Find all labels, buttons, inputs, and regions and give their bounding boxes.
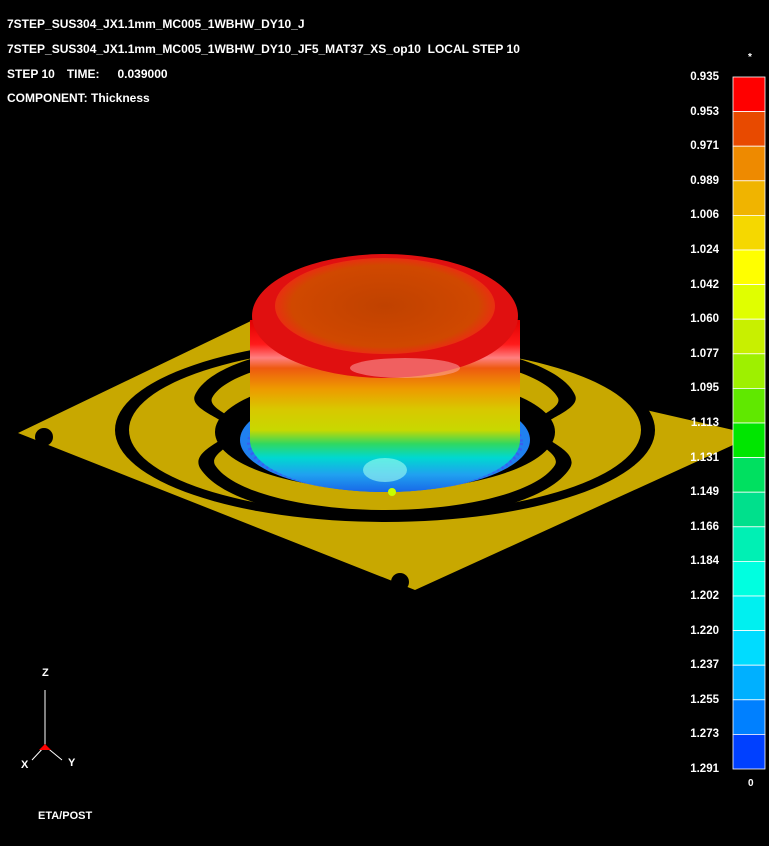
legend-value: 1.291 xyxy=(690,763,719,775)
y-axis-label: Y xyxy=(68,757,76,769)
legend-value: 1.202 xyxy=(690,590,719,602)
legend-band xyxy=(732,145,766,182)
legend-value: 0.953 xyxy=(690,105,719,118)
legend-band xyxy=(732,457,766,493)
legend-band xyxy=(732,111,766,147)
legend-band xyxy=(732,284,766,320)
legend-value: 1.024 xyxy=(690,244,719,256)
legend-band xyxy=(732,664,766,701)
legend-band xyxy=(732,561,766,597)
legend-band xyxy=(732,422,766,458)
legend-band xyxy=(732,318,766,355)
step-label: STEP 10 xyxy=(7,67,55,81)
z-axis-label: Z xyxy=(42,667,49,679)
model-title: 7STEP_SUS304_JX1.1mm_MC005_1WBHW_DY10_J xyxy=(7,17,305,31)
legend-band xyxy=(732,526,766,562)
legend-value: 1.273 xyxy=(690,728,719,741)
component-label: COMPONENT: Thickness xyxy=(7,91,150,105)
legend-value: 1.255 xyxy=(690,693,719,706)
legend-value: 1.220 xyxy=(690,624,719,637)
legend-band xyxy=(732,734,766,770)
legend-value: 1.149 xyxy=(690,486,719,499)
legend-value: 1.095 xyxy=(690,382,719,395)
legend-bottom-marker: 0 xyxy=(748,778,754,789)
legend-value: 1.006 xyxy=(690,209,719,222)
footer-label: ETA/POST xyxy=(38,810,93,822)
legend-value: 1.166 xyxy=(690,520,719,533)
legend-band xyxy=(732,180,766,216)
legend-band xyxy=(732,630,766,666)
legend-band xyxy=(732,595,766,631)
legend-band xyxy=(732,214,766,251)
legend-band xyxy=(732,76,766,112)
legend-band xyxy=(732,491,766,528)
step-title: 7STEP_SUS304_JX1.1mm_MC005_1WBHW_DY10_JF… xyxy=(7,42,520,56)
legend-value: 1.060 xyxy=(690,313,719,326)
legend-band xyxy=(732,353,766,389)
legend-value: 0.935 xyxy=(690,71,719,83)
axis-triad xyxy=(31,690,63,761)
legend-band xyxy=(732,249,766,285)
step-time-line: STEP 10 TIME: 0.039000 xyxy=(7,67,168,81)
legend-value: 0.971 xyxy=(690,140,719,153)
legend-value: 1.042 xyxy=(690,278,719,291)
time-value: 0.039000 xyxy=(117,67,168,81)
legend-value: 1.184 xyxy=(690,555,719,568)
legend-top-marker: * xyxy=(748,52,752,63)
legend-value: 1.113 xyxy=(690,417,719,429)
legend-value: 1.237 xyxy=(690,659,719,672)
legend-value: 1.131 xyxy=(690,451,719,464)
legend-band xyxy=(732,699,766,735)
drawn-cup xyxy=(240,254,530,496)
legend-band xyxy=(732,387,766,424)
time-label: TIME: xyxy=(66,67,100,81)
legend-value: 0.989 xyxy=(690,174,719,187)
legend-value: 1.077 xyxy=(690,347,719,360)
x-axis-label: X xyxy=(21,759,29,771)
